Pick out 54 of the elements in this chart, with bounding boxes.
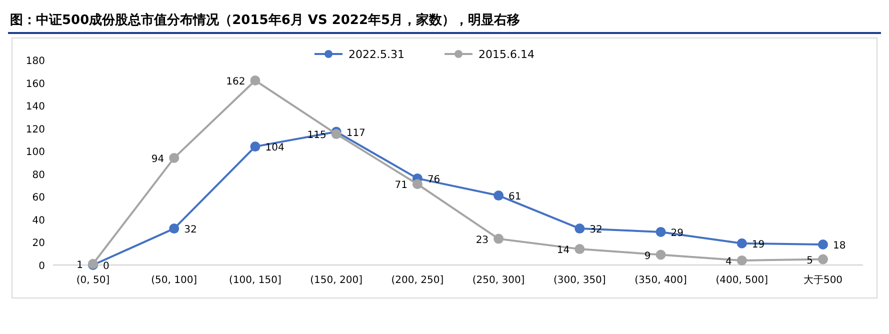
y-tick-label: 60 <box>32 192 45 204</box>
legend-label: 2015.6.14 <box>478 48 534 61</box>
data-label: 32 <box>184 224 197 236</box>
data-label: 1 <box>76 260 83 271</box>
x-tick-label: (300, 350] <box>553 275 606 286</box>
point <box>736 238 747 248</box>
point <box>574 224 585 234</box>
x-tick-label: (350, 400] <box>634 275 688 286</box>
chart-title: 图：中证500成份股总市值分布情况（2015年6月 VS 2022年5月，家数），明显右移 <box>10 12 520 28</box>
data-label: 18 <box>833 240 846 252</box>
point <box>818 254 828 264</box>
point <box>494 234 504 244</box>
point <box>736 255 747 266</box>
data-label: 162 <box>226 76 246 88</box>
legend-label: 2022.5.31 <box>348 48 404 61</box>
y-tick-label: 120 <box>26 124 45 136</box>
x-tick-label: (100, 150] <box>229 275 282 286</box>
data-label: 71 <box>394 180 408 192</box>
data-label: 5 <box>806 255 813 266</box>
data-label: 104 <box>265 142 284 154</box>
x-tick-label: (50, 100] <box>151 275 198 286</box>
x-tick-label: (0, 50] <box>76 275 110 286</box>
y-tick-label: 40 <box>32 215 45 226</box>
point <box>169 152 180 163</box>
data-label: 9 <box>644 250 651 262</box>
data-label: 4 <box>726 256 732 268</box>
y-tick-label: 160 <box>26 78 45 90</box>
x-tick-label: (150, 200] <box>310 275 363 286</box>
y-tick-label: 180 <box>26 56 45 67</box>
point <box>412 179 422 190</box>
point <box>331 129 342 140</box>
y-tick-label: 100 <box>26 147 45 158</box>
point <box>169 224 180 234</box>
x-tick-label: (400, 500] <box>716 275 768 286</box>
point <box>574 244 585 254</box>
y-tick-label: 0 <box>38 261 45 272</box>
x-tick-label: 大于500 <box>803 274 843 286</box>
data-label: 0 <box>103 261 110 272</box>
point <box>250 76 260 86</box>
point <box>656 226 666 237</box>
data-label: 117 <box>346 128 366 139</box>
x-tick-label: (250, 300] <box>472 275 525 286</box>
data-label: 23 <box>476 234 489 246</box>
point <box>250 142 260 152</box>
y-tick-label: 80 <box>32 170 45 181</box>
y-tick-label: 20 <box>32 238 45 250</box>
y-tick-label: 140 <box>26 102 45 113</box>
data-label: 14 <box>556 245 570 256</box>
point <box>818 240 828 250</box>
x-tick-label: (200, 250] <box>391 275 444 286</box>
point <box>494 190 504 201</box>
data-label: 94 <box>151 154 164 165</box>
data-label: 61 <box>508 192 522 203</box>
point <box>656 250 666 260</box>
